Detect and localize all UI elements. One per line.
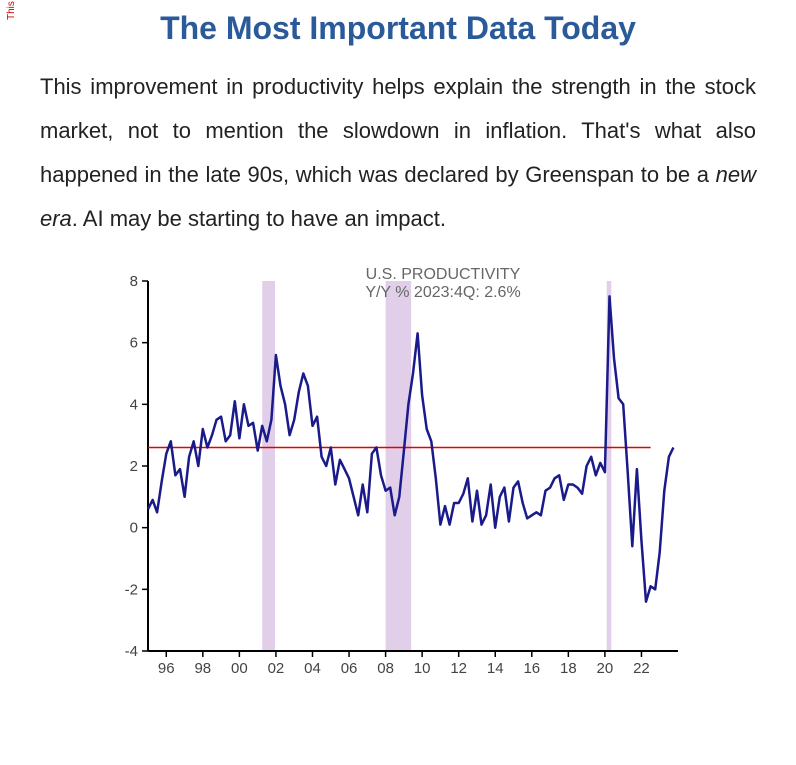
side-watermark: This rep: [6, 0, 17, 20]
x-tick-label: 14: [487, 660, 504, 677]
y-tick-label: 6: [130, 335, 138, 352]
recession-band: [386, 281, 412, 651]
y-tick-label: 2: [130, 458, 138, 475]
page-title: The Most Important Data Today: [40, 10, 756, 47]
chart-title-line1: U.S. PRODUCTIVITY: [366, 266, 521, 283]
content-region: The Most Important Data Today This impro…: [0, 0, 796, 691]
x-tick-label: 06: [341, 660, 358, 677]
x-tick-label: 10: [414, 660, 431, 677]
chart-container: -4-2024689698000204060810121416182022U.S…: [40, 261, 756, 691]
y-tick-label: 8: [130, 273, 138, 290]
body-paragraph: This improvement in productivity helps e…: [40, 65, 756, 241]
x-tick-label: 04: [304, 660, 321, 677]
productivity-chart: -4-2024689698000204060810121416182022U.S…: [88, 261, 708, 691]
x-tick-label: 18: [560, 660, 577, 677]
x-tick-label: 20: [597, 660, 614, 677]
y-tick-label: -2: [125, 581, 138, 598]
y-tick-label: 0: [130, 520, 138, 537]
x-tick-label: 22: [633, 660, 650, 677]
chart-title-line2: Y/Y % 2023:4Q: 2.6%: [365, 284, 520, 301]
y-tick-label: -4: [125, 643, 138, 660]
x-tick-label: 16: [523, 660, 540, 677]
x-tick-label: 00: [231, 660, 248, 677]
body-span: This improvement in productivity helps e…: [40, 74, 756, 187]
recession-band: [262, 281, 275, 651]
x-tick-label: 08: [377, 660, 394, 677]
x-tick-label: 96: [158, 660, 175, 677]
x-tick-label: 12: [450, 660, 467, 677]
x-tick-label: 02: [268, 660, 285, 677]
body-span: . AI may be starting to have an impact.: [72, 206, 446, 231]
y-tick-label: 4: [130, 396, 138, 413]
x-tick-label: 98: [194, 660, 211, 677]
